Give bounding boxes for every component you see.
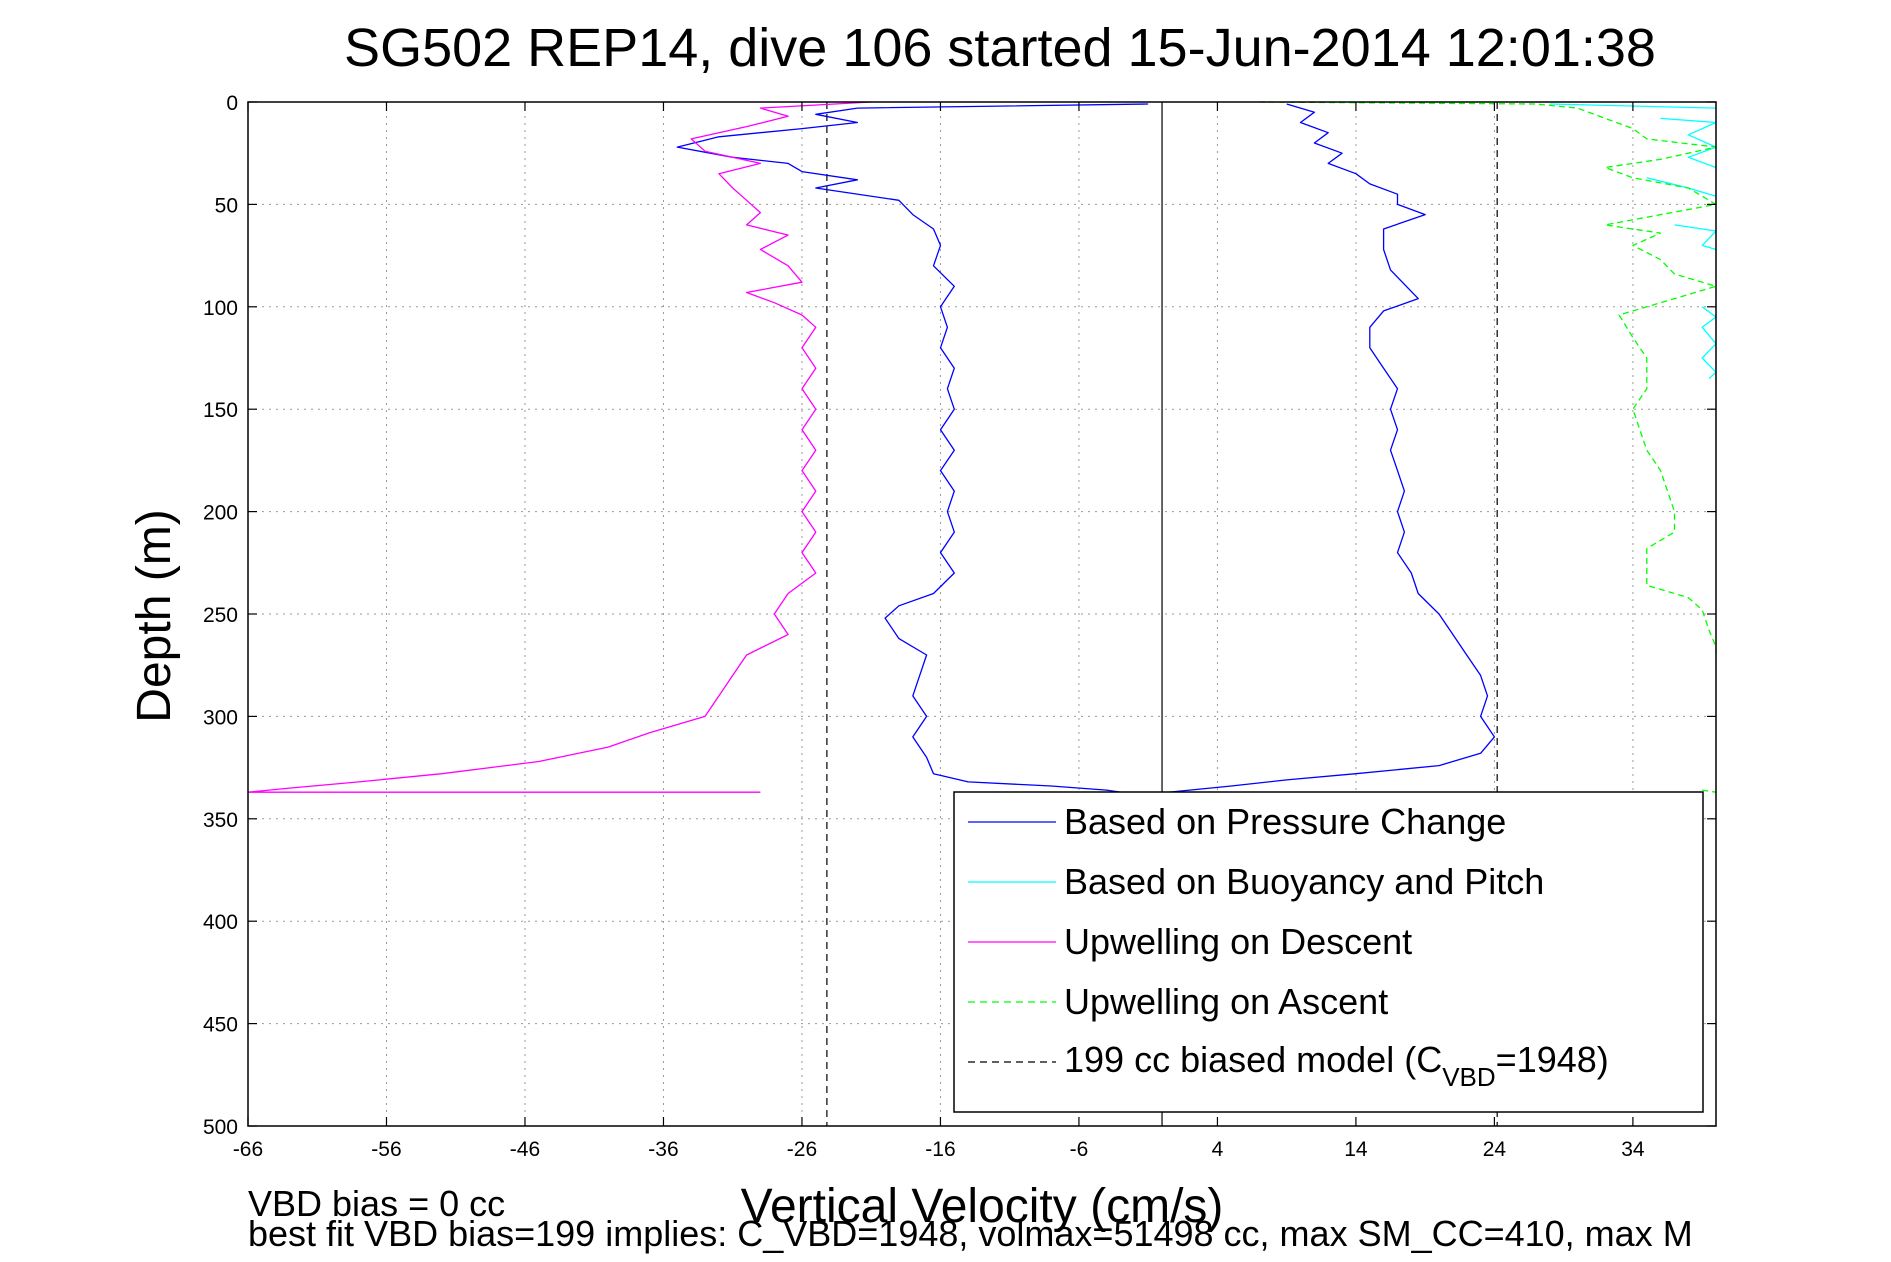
y-tick-label: 350 — [203, 809, 238, 832]
x-tick-label: -66 — [233, 1138, 263, 1161]
legend-label-pressure: Based on Pressure Change — [1064, 801, 1506, 842]
legend-label-ascent: Upwelling on Ascent — [1064, 981, 1388, 1022]
x-tick-label: 14 — [1344, 1138, 1368, 1161]
x-tick-label: 24 — [1483, 1138, 1507, 1161]
legend-label-model: 199 cc biased model (CVBD=1948) — [1064, 1039, 1609, 1092]
x-tick-label: -16 — [925, 1138, 955, 1161]
legend: Based on Pressure Change Based on Buoyan… — [953, 791, 1704, 1113]
y-tick-label: 300 — [203, 706, 238, 729]
y-tick-label: 200 — [203, 502, 238, 525]
x-tick-label: -36 — [648, 1138, 678, 1161]
x-tick-label: -26 — [787, 1138, 817, 1161]
series-line-1 — [1660, 117, 1717, 169]
x-tick-label: 4 — [1212, 1138, 1224, 1161]
y-tick-label: 250 — [203, 604, 238, 627]
legend-label-descent: Upwelling on Descent — [1064, 921, 1412, 962]
x-tick-label: 34 — [1621, 1138, 1645, 1161]
y-tick-label: 50 — [215, 194, 238, 217]
legend-box — [953, 791, 1704, 1113]
series-line-3 — [1702, 789, 1717, 793]
ticks: -66 -56 -46 -36 -26 -16 -6 4 14 24 34 0 50 100 150 200 2… — [203, 92, 1716, 1161]
y-tick-label: 400 — [203, 911, 238, 934]
legend-label-model-main: 199 cc biased model (C — [1064, 1039, 1442, 1080]
series-line-1 — [1646, 177, 1717, 197]
legend-label-model-sub: VBD — [1442, 1062, 1495, 1092]
y-tick-label: 450 — [203, 1014, 238, 1037]
y-tick-label: 0 — [226, 92, 238, 115]
chart-title: SG502 REP14, dive 106 started 15-Jun-201… — [344, 18, 1656, 78]
footer-line-1: VBD bias = 0 cc — [248, 1183, 505, 1224]
series-line-0 — [1168, 103, 1496, 793]
x-tick-label: -46 — [510, 1138, 540, 1161]
series-line-0 — [676, 103, 1149, 793]
x-axis-label: Vertical Velocity (cm/s) — [741, 1180, 1224, 1233]
series-line-3 — [1258, 101, 1717, 660]
footer-line-2: best fit VBD bias=199 implies: C_VBD=194… — [248, 1213, 1693, 1254]
series-line-2 — [247, 101, 872, 793]
legend-label-model-tail: =1948) — [1496, 1039, 1609, 1080]
x-tick-label: -6 — [1070, 1138, 1089, 1161]
y-tick-label: 100 — [203, 297, 238, 320]
y-axis-label: Depth (m) — [128, 509, 181, 722]
series-line-1 — [1674, 224, 1717, 251]
legend-label-buoyancy: Based on Buoyancy and Pitch — [1064, 861, 1544, 902]
series-line-1 — [1701, 306, 1717, 379]
y-tick-label: 150 — [203, 399, 238, 422]
x-tick-label: -56 — [371, 1138, 401, 1161]
y-tick-label: 500 — [203, 1116, 238, 1139]
